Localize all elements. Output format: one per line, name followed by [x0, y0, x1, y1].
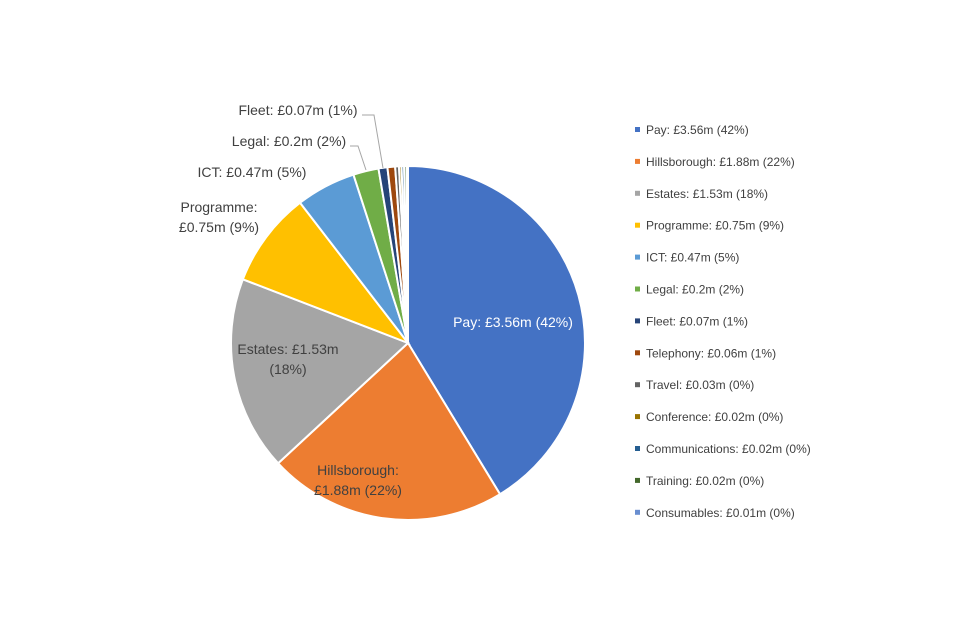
- legend-item-programme: Programme: £0.75m (9%): [635, 219, 784, 233]
- data-label-programme: Programme: £0.75m (9%): [179, 199, 259, 235]
- legend: Pay: £3.56m (42%) Hillsborough: £1.88m (2…: [635, 123, 811, 520]
- legend-swatch-ict: [635, 254, 640, 260]
- legend-label-travel: Travel: £0.03m (0%): [646, 378, 754, 392]
- legend-label-ict: ICT: £0.47m (5%): [646, 251, 739, 265]
- pie-slices: [230, 164, 586, 521]
- pie-slice-consumables: [405, 164, 409, 344]
- legend-item-consumables: Consumables: £0.01m (0%): [635, 506, 795, 520]
- legend-label-programme: Programme: £0.75m (9%): [646, 219, 784, 233]
- legend-swatch-travel: [635, 382, 640, 388]
- legend-item-telephony: Telephony: £0.06m (1%): [635, 346, 776, 360]
- pie-slice-pay: [407, 164, 586, 496]
- legend-swatch-fleet: [635, 318, 640, 324]
- legend-swatch-telephony: [635, 350, 640, 356]
- leader-line-legal: [350, 145, 367, 171]
- data-label-hillsborough: Hillsborough: £1.88m (22%): [314, 462, 402, 498]
- data-labels: Pay: £3.56m (42%) Hillsborough: £1.88m (22…: [179, 102, 573, 498]
- legend-item-training: Training: £0.02m (0%): [635, 474, 764, 488]
- legend-label-fleet: Fleet: £0.07m (1%): [646, 314, 748, 328]
- legend-label-hillsborough: Hillsborough: £1.88m (22%): [646, 155, 795, 169]
- legend-label-telephony: Telephony: £0.06m (1%): [646, 346, 776, 360]
- legend-label-conference: Conference: £0.02m (0%): [646, 410, 783, 424]
- legend-label-legal: Legal: £0.2m (2%): [646, 283, 744, 297]
- data-label-legal: Legal: £0.2m (2%): [232, 133, 346, 149]
- legend-label-consumables: Consumables: £0.01m (0%): [646, 506, 795, 520]
- pie-slice-hillsborough: [276, 341, 502, 521]
- legend-item-pay: Pay: £3.56m (42%): [635, 123, 749, 137]
- legend-item-communications: Communications: £0.02m (0%): [635, 442, 811, 456]
- legend-swatch-pay: [635, 127, 640, 132]
- pie-slice-programme: [241, 201, 411, 346]
- legend-item-fleet: Fleet: £0.07m (1%): [635, 314, 748, 328]
- data-label-pay: Pay: £3.56m (42%): [453, 314, 573, 330]
- data-label-estates: Estates: £1.53m (18%): [237, 341, 338, 377]
- legend-item-hillsborough: Hillsborough: £1.88m (22%): [635, 155, 795, 169]
- legend-swatch-estates: [635, 190, 640, 196]
- leader-lines: [350, 114, 384, 171]
- legend-swatch-training: [635, 477, 640, 483]
- legend-swatch-hillsborough: [635, 158, 640, 164]
- legend-swatch-conference: [635, 414, 640, 420]
- data-label-fleet: Fleet: £0.07m (1%): [238, 102, 357, 118]
- legend-label-training: Training: £0.02m (0%): [646, 474, 764, 488]
- legend-item-legal: Legal: £0.2m (2%): [635, 283, 744, 297]
- legend-item-conference: Conference: £0.02m (0%): [635, 410, 783, 424]
- legend-label-pay: Pay: £3.56m (42%): [646, 123, 749, 137]
- legend-swatch-programme: [635, 222, 640, 228]
- legend-label-estates: Estates: £1.53m (18%): [646, 187, 768, 201]
- data-label-ict: ICT: £0.47m (5%): [198, 164, 307, 180]
- legend-swatch-consumables: [635, 509, 640, 515]
- legend-swatch-communications: [635, 446, 640, 451]
- legend-item-travel: Travel: £0.03m (0%): [635, 378, 754, 392]
- leader-line-fleet: [362, 114, 384, 169]
- legend-item-estates: Estates: £1.53m (18%): [635, 187, 768, 201]
- legend-item-ict: ICT: £0.47m (5%): [635, 251, 739, 265]
- pie-slice-estates: [230, 278, 410, 465]
- legend-label-communications: Communications: £0.02m (0%): [646, 442, 811, 456]
- legend-swatch-legal: [635, 286, 640, 292]
